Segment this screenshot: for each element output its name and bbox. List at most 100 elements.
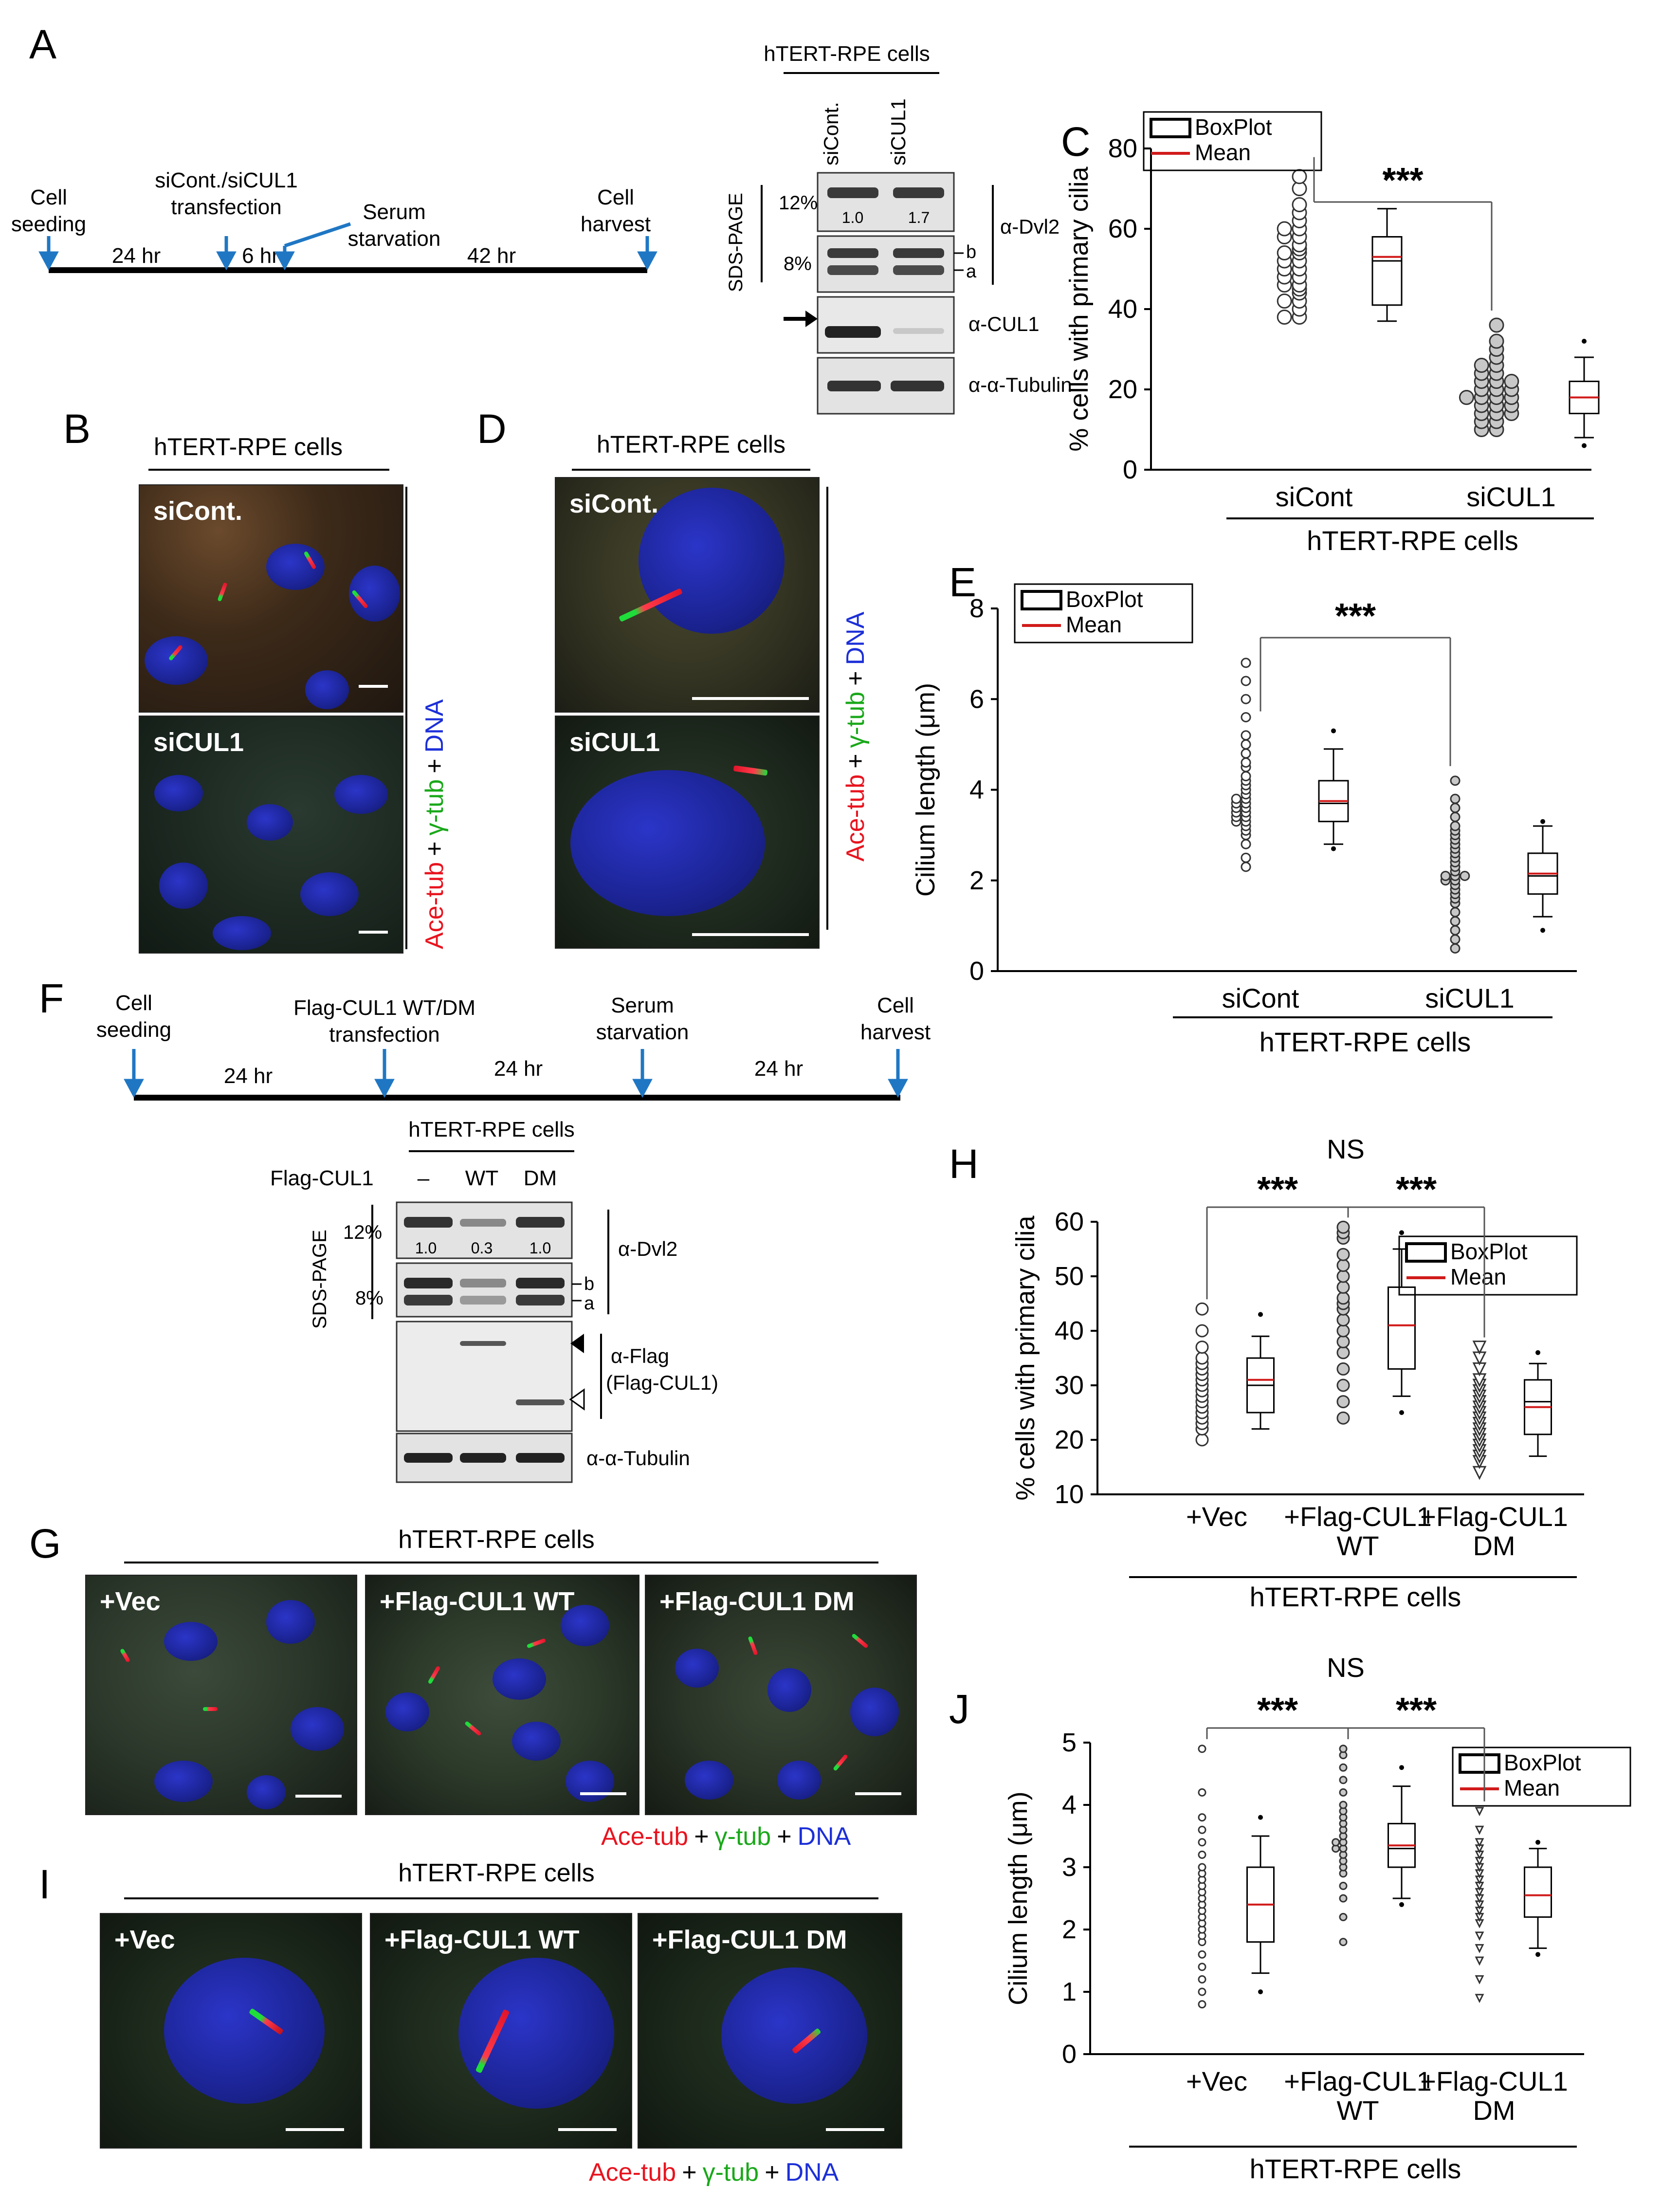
data-point [1195,1341,1209,1354]
y-tick-label: 6 [969,684,984,714]
y-axis-label: Cilium length (μm) [911,683,940,897]
y-tick-label: 10 [1055,1480,1084,1509]
box-outlier [1399,1765,1404,1770]
y-tick-label: 20 [1055,1425,1084,1454]
blot-f-dvl2: α-Dvl2 [618,1237,677,1260]
box-outlier [1331,728,1336,734]
panel-letter-c: C [1061,119,1091,165]
box-outlier [1582,339,1587,344]
timeline-f-seed-2: seeding [96,1018,171,1042]
micrograph-g-dm: +Flag-CUL1 DM [645,1575,917,1815]
data-point [1241,862,1251,872]
blot-a-band-a: a [966,261,977,282]
data-point [1460,870,1470,881]
data-point [1277,310,1292,325]
legend-box-swatch [1405,1242,1447,1263]
sig-label: *** [1396,1691,1437,1730]
box-outlier [1399,1902,1404,1907]
micrograph-label: +Flag-CUL1 DM [659,1587,855,1616]
timeline-f-serum-2: starvation [596,1020,689,1044]
data-point [1450,775,1461,786]
sig-label: *** [1335,597,1376,636]
group-label: hTERT-RPE cells [1250,2153,1461,2184]
data-point [1336,1248,1350,1261]
data-point [1241,658,1251,668]
blot-a: hTERT-RPE cells siCont. siCUL1 SDS-PAGE … [725,42,1072,415]
data-point [1336,1220,1350,1234]
data-point [1195,1433,1209,1447]
blot-a-quant-2: 1.7 [908,209,930,226]
data-point [1336,1379,1350,1392]
category-label: siCUL1 [1466,481,1556,512]
y-tick-label: 60 [1108,214,1137,243]
timeline-a-seed-2: seeding [11,212,86,236]
data-point [1336,1291,1350,1305]
box-outlier [1535,1839,1540,1845]
timeline-f-trans-2: transfection [329,1023,439,1047]
y-tick-label: 0 [969,956,984,986]
data-point [1198,1963,1206,1971]
data-point [1198,1788,1206,1797]
data-point [1339,1801,1348,1809]
y-tick-label: 4 [1062,1790,1077,1820]
micrograph-g-vec: +Vec [85,1575,357,1815]
timeline-a-trans-1: siCont./siCUL1 [155,168,297,192]
data-point [1198,1838,1206,1847]
y-tick-label: 5 [1062,1728,1077,1757]
timeline-f-harvest-1: Cell [877,993,914,1017]
blot-f-band-b: b [584,1274,594,1294]
timeline-a-dur-3: 42 hr [467,244,516,268]
data-point [1195,1351,1209,1365]
legend-frame [1143,111,1322,171]
panel-i-stain: Ace-tub + γ-tub + DNA [589,2158,839,2187]
blot-f-flag: α-Flag [611,1344,669,1367]
data-point [1475,1944,1484,1953]
arrow-head-icon [805,311,818,327]
data-point [1292,197,1307,212]
data-point [1241,694,1251,704]
y-tick-label: 20 [1108,375,1137,404]
category-label: +Flag-CUL1 [1284,2066,1431,2096]
sig-label: NS [1327,1134,1365,1164]
box-outlier [1258,1815,1263,1820]
panel-d-title: hTERT-RPE cells [597,431,785,458]
timeline-a-harvest-2: harvest [581,212,651,236]
blot-a-tubulin: α-α-Tubulin [968,373,1072,396]
micrograph-label: +Vec [114,1925,175,1954]
data-point [1336,1280,1350,1294]
legend-label: Mean [1450,1264,1506,1289]
group-label: hTERT-RPE cells [1250,1581,1461,1612]
timeline-a-dur-1: 24 hr [112,244,161,268]
data-point [1475,1838,1484,1848]
data-point [1241,712,1251,722]
timeline-a-dur-2: 6 hr [242,244,279,268]
data-point [1339,1881,1348,1890]
data-point [1475,1975,1484,1985]
panel-letter-h: H [949,1141,979,1187]
data-point [1336,1269,1350,1283]
panel-letter-b: B [63,406,91,452]
data-point [1475,1931,1484,1941]
legend-label: BoxPlot [1450,1239,1528,1264]
micrograph-label: siCUL1 [569,728,660,757]
sig-label: NS [1327,1652,1365,1683]
open-triangle-icon [569,1388,585,1411]
blot-a-gel-12: 12% [779,192,818,214]
blot-f: hTERT-RPE cells Flag-CUL1 – WT DM SDS-PA… [270,1118,718,1483]
y-tick-label: 3 [1062,1853,1077,1882]
data-point [1440,870,1451,881]
legend-label: BoxPlot [1195,114,1272,140]
data-point [1450,916,1461,927]
box-outlier [1582,443,1587,448]
box-outlier [1258,1312,1263,1317]
data-point [1277,245,1292,260]
blot-a-cul1: α-CUL1 [968,313,1040,335]
blot-f-tubulin: α-α-Tubulin [586,1447,690,1470]
data-point [1198,1825,1206,1834]
panel-b-stain: Ace-tub+γ-tub+DNA [420,699,449,949]
micrograph-b-sicont: siCont. [139,484,403,713]
data-point [1450,821,1461,831]
legend-box-swatch [1459,1753,1500,1774]
legend-frame [1014,583,1193,643]
chart-c: 0 20 40 60 80 % cells with primary cilia siCon… [1064,111,1600,556]
